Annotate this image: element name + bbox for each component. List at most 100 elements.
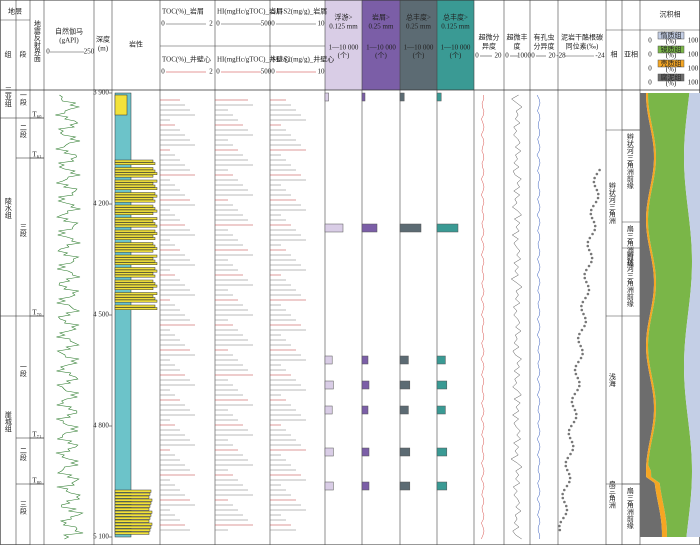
scale: 0: [161, 20, 165, 28]
header: 深度: [96, 35, 110, 44]
fossil-bar: [361, 223, 378, 233]
scale: 20: [549, 52, 557, 60]
isotope-point: [578, 332, 581, 336]
fossil-bar: [436, 481, 448, 491]
sandstone: [114, 257, 154, 260]
sandstone: [114, 501, 152, 505]
isotope-point: [580, 304, 583, 308]
isotope-point: [578, 384, 581, 388]
sandstone: [114, 299, 158, 303]
horizon: T₆₁: [32, 151, 41, 159]
scale: 0: [648, 37, 652, 45]
sandstone: [114, 267, 156, 270]
header: 0.25 mm: [406, 23, 431, 31]
isotope-point: [585, 280, 588, 284]
scale: 0: [648, 51, 652, 59]
header: 总丰度>: [443, 13, 468, 22]
curve: [510, 94, 523, 540]
isotope-point: [571, 396, 574, 400]
member: 二段: [19, 124, 27, 139]
facies: 扇三角洲: [608, 480, 616, 509]
depth-tick-label: 4 800: [93, 422, 109, 430]
scale: 1—10 000: [366, 44, 396, 52]
sandstone: [114, 522, 153, 526]
fossil-bar: [436, 223, 459, 233]
isotope-point: [587, 264, 591, 268]
isotope-point: [576, 388, 579, 392]
sandstone: [114, 194, 158, 198]
isotope-point: [568, 476, 572, 480]
isotope-point: [574, 416, 578, 420]
sandstone: [114, 94, 128, 116]
subfacies: 扇三角洲前缘: [626, 224, 634, 267]
isotope-point: [576, 336, 580, 340]
scale: 100: [688, 65, 699, 73]
scale: 500: [261, 68, 272, 76]
isotope-point: [592, 204, 595, 208]
isotope-point: [596, 192, 600, 196]
sandstone: [114, 167, 154, 170]
isotope-point: [566, 456, 570, 460]
sandstone: [114, 207, 156, 210]
isotope-point: [587, 288, 591, 292]
isotope-point: [595, 188, 599, 192]
sandstone: [114, 232, 158, 235]
scale: 0: [648, 79, 652, 87]
header: (m): [98, 45, 109, 53]
header: 组: [5, 50, 12, 59]
isotope-point: [562, 516, 565, 520]
scale: -28: [556, 52, 566, 60]
isotope-point: [572, 420, 576, 424]
legend: (%): [666, 80, 677, 88]
sandstone: [114, 259, 156, 263]
isotope-point: [571, 444, 575, 448]
maceral-area: [684, 93, 700, 537]
legend: (%): [666, 38, 677, 46]
isotope-point: [589, 208, 593, 212]
sandstone: [114, 510, 153, 514]
isotope-point: [564, 504, 568, 508]
scale: 0: [271, 68, 275, 76]
scale: 20: [495, 52, 503, 60]
sandstone: [114, 274, 156, 278]
header-fill: [362, 0, 400, 90]
sandstone: [114, 182, 154, 185]
isotope-point: [576, 376, 580, 380]
isotope-point: [564, 464, 568, 468]
isotope-point: [577, 360, 580, 364]
isotope-point: [593, 228, 597, 232]
sandstone: [114, 287, 154, 290]
sandstone: [114, 234, 154, 238]
isotope-point: [593, 176, 596, 180]
isotope-point: [579, 344, 582, 348]
isotope-point: [568, 480, 571, 484]
header: 浮游>: [335, 13, 353, 22]
isotope-point: [581, 352, 584, 356]
subfacies: 辫状河三角洲前缘: [626, 132, 634, 189]
isotope-point: [580, 328, 584, 332]
header-fill: [400, 0, 437, 90]
isotope-point: [587, 248, 591, 252]
curve: [536, 94, 541, 540]
sandstone: [114, 169, 156, 173]
sandstone: [114, 525, 152, 529]
sandstone: [114, 489, 152, 493]
isotope-point: [594, 200, 598, 204]
fossil-bar: [399, 223, 422, 233]
scale: -24: [595, 52, 605, 60]
scale: 0: [505, 52, 509, 60]
header: (个): [413, 52, 425, 60]
depth-tick-label: 5 100: [93, 533, 109, 541]
depth-tick-label: 3 900: [93, 89, 109, 97]
header: 段: [20, 50, 27, 59]
isotope-point: [581, 348, 584, 352]
fossil-bar: [361, 447, 370, 457]
sandstone: [114, 279, 154, 283]
isotope-point: [577, 340, 581, 344]
member: 一段: [19, 363, 27, 378]
legend: 惰质组: [661, 31, 682, 40]
isotope-point: [583, 272, 586, 276]
sandstone: [114, 294, 154, 298]
formation: 三亚组: [4, 86, 12, 107]
